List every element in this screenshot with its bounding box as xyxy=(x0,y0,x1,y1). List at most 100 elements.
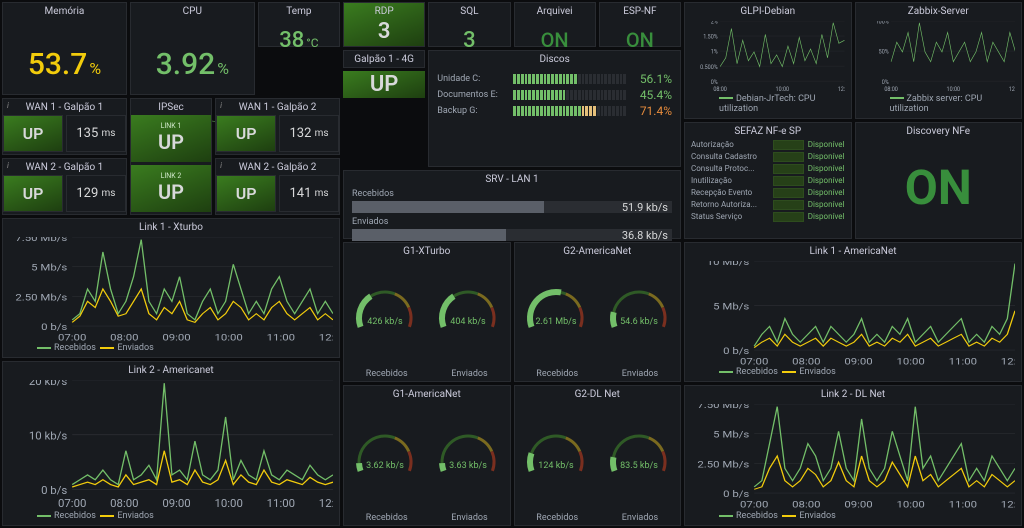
sefaz-row: Status ServiçoDisponível xyxy=(685,211,851,223)
svg-text:10 kb/s: 10 kb/s xyxy=(29,429,68,443)
svg-text:0%: 0% xyxy=(711,80,718,86)
title-discovery: Discovery NFe xyxy=(856,123,1022,139)
panel-g2dl[interactable]: G2-DL Net 124 kb/s83.5 kb/s RecebidosEnv… xyxy=(514,385,682,526)
title-discos: Discos xyxy=(429,51,680,67)
link1x-chart: 7.50 Mb/s5 Mb/s2.50 Mb/s0 b/s07:0008:000… xyxy=(7,237,333,342)
title-link2a: Link 2 - Americanet xyxy=(3,362,339,378)
svg-text:10 Mb/s: 10 Mb/s xyxy=(707,261,750,268)
svg-text:07:00: 07:00 xyxy=(58,496,86,509)
panel-memoria[interactable]: Memória 53.7% xyxy=(2,2,127,95)
title-wan2g2: WAN 2 - Galpão 2 xyxy=(216,159,339,175)
svg-text:5 Mb/s: 5 Mb/s xyxy=(713,300,749,312)
panel-wan1g2[interactable]: i WAN 1 - Galpão 2 UP 132 ms xyxy=(215,98,340,155)
svg-text:08:00: 08:00 xyxy=(110,496,138,509)
panel-discos[interactable]: Discos Unidade C:56.1%Documentos E:45.4%… xyxy=(428,50,681,167)
link2a-chart: 20 kb/s10 kb/s0 b/s07:0008:0009:0010:001… xyxy=(7,380,333,509)
wan1g1-ms: 135 ms xyxy=(66,115,126,152)
info-icon: i xyxy=(220,161,222,170)
rdp-value: 3 xyxy=(344,19,424,44)
svg-text:07:00: 07:00 xyxy=(740,355,769,365)
svg-text:2.61 Mb/s: 2.61 Mb/s xyxy=(535,317,576,327)
glpi-chart: 2%1.50%1%0.500%0%08:0010:0012:00 xyxy=(689,21,845,92)
svg-text:09:00: 09:00 xyxy=(844,355,873,365)
wan-col-1: i WAN 1 - Galpão 1 UP 135 ms i WAN 2 - G… xyxy=(2,98,127,215)
svg-text:7.50 Mb/s: 7.50 Mb/s xyxy=(15,237,67,244)
svg-text:54.6 kb/s: 54.6 kb/s xyxy=(620,317,658,327)
panel-espnf[interactable]: ESP-NF ON xyxy=(599,2,681,47)
sefaz-row: InutilizaçãoDisponível xyxy=(685,175,851,187)
panel-wan1g1[interactable]: i WAN 1 - Galpão 1 UP 135 ms xyxy=(2,98,127,155)
sefaz-row: Consulta CadastroDisponível xyxy=(685,151,851,163)
title-srv: SRV - LAN 1 xyxy=(344,171,680,187)
svg-text:08:00: 08:00 xyxy=(792,355,821,365)
panel-zabbix[interactable]: Zabbix-Server 100%50%0%08:0010:0012:00 Z… xyxy=(855,2,1023,119)
title-galpao4g: Galpão 1 - 4G xyxy=(343,50,425,68)
svg-text:08:00: 08:00 xyxy=(110,331,139,341)
title-wan2g1: WAN 2 - Galpão 1 xyxy=(3,159,126,175)
panel-link2a[interactable]: Link 2 - Americanet 20 kb/s10 kb/s0 b/s0… xyxy=(2,361,340,526)
panel-link1x[interactable]: Link 1 - Xturbo 7.50 Mb/s5 Mb/s2.50 Mb/s… xyxy=(2,218,340,359)
title-ipsec: IPSec xyxy=(131,99,211,115)
panel-sefaz[interactable]: SEFAZ NF-e SP AutorizaçãoDisponívelConsu… xyxy=(684,122,852,239)
wan1g2-ms: 132 ms xyxy=(279,115,339,152)
srv-send-val: 36.8 kb/s xyxy=(622,229,668,242)
title-sefaz: SEFAZ NF-e SP xyxy=(685,123,851,139)
panel-g2a[interactable]: G2-AmericaNet 2.61 Mb/s54.6 kb/s Recebid… xyxy=(514,242,682,383)
memoria-value: 53.7 xyxy=(28,47,88,82)
panel-cpu[interactable]: CPU 3.92% xyxy=(130,2,255,95)
discovery-value: ON xyxy=(856,139,1022,236)
cpu-value: 3.92 xyxy=(156,47,216,82)
svg-text:100%: 100% xyxy=(875,21,888,26)
panel-wan2g2[interactable]: i WAN 2 - Galpão 2 UP 141 ms xyxy=(215,158,340,215)
svg-text:1.50%: 1.50% xyxy=(703,34,718,40)
wan2g2-ms: 141 ms xyxy=(279,175,339,212)
wan1g2-status: UP xyxy=(216,115,276,152)
svg-text:10:00: 10:00 xyxy=(214,331,243,341)
svg-text:12:00: 12:00 xyxy=(1001,355,1015,365)
sefaz-row: Recepção EventoDisponível xyxy=(685,187,851,199)
panel-link1am[interactable]: Link 1 - AmericaNet 10 Mb/s5 Mb/s0 b/s07… xyxy=(684,242,1022,383)
svg-text:09:00: 09:00 xyxy=(162,496,190,509)
svg-text:11:00: 11:00 xyxy=(949,355,978,365)
sefaz-row: Retorno Autoriza...Disponível xyxy=(685,199,851,211)
svg-text:08:00: 08:00 xyxy=(792,499,821,509)
zabbix-chart: 100%50%0%08:0010:0012:00 xyxy=(860,21,1016,92)
svg-text:10:00: 10:00 xyxy=(896,355,925,365)
title-wan1g2: WAN 1 - Galpão 2 xyxy=(216,99,339,115)
panel-discovery[interactable]: Discovery NFe ON xyxy=(855,122,1023,239)
arquivei-value: ON xyxy=(541,28,569,52)
link2dl-chart: 7.50 Mb/s5 Mb/s2.50 Mb/s0 b/s07:0008:000… xyxy=(689,404,1015,509)
ipsec-link2: LINK 2 UP xyxy=(131,165,211,212)
panel-g1x[interactable]: G1-XTurbo 426 kb/s404 kb/s RecebidosEnvi… xyxy=(343,242,511,383)
title-rdp: RDP xyxy=(344,3,424,19)
svg-text:0.500%: 0.500% xyxy=(700,65,718,71)
panel-g1a[interactable]: G1-AmericaNet 3.62 kb/s3.63 kb/s Recebid… xyxy=(343,385,511,526)
disk-row: Documentos E:45.4% xyxy=(429,87,680,103)
info-icon: i xyxy=(220,101,222,110)
galpao4g-value[interactable]: UP xyxy=(343,71,425,98)
svg-text:2.50 Mb/s: 2.50 Mb/s xyxy=(15,291,67,303)
panel-ipsec[interactable]: IPSec LINK 1 UP LINK 2 UP xyxy=(130,98,212,215)
svg-text:09:00: 09:00 xyxy=(844,499,873,509)
title-zabbix: Zabbix-Server xyxy=(856,3,1022,19)
srv-recv-val: 51.9 kb/s xyxy=(622,201,668,214)
title-espnf: ESP-NF xyxy=(600,3,680,19)
panel-glpi[interactable]: GLPI-Debian 2%1.50%1%0.500%0%08:0010:001… xyxy=(684,2,852,119)
panel-wan2g1[interactable]: i WAN 2 - Galpão 1 UP 129 ms xyxy=(2,158,127,215)
svg-text:07:00: 07:00 xyxy=(58,331,87,341)
svg-text:07:00: 07:00 xyxy=(740,499,769,509)
panel-arquivei[interactable]: Arquivei ON xyxy=(514,2,596,47)
title-wan1g1: WAN 1 - Galpão 1 xyxy=(3,99,126,115)
srv-recv-label: Recebidos xyxy=(352,189,672,199)
disk-row: Backup G:71.4% xyxy=(429,103,680,119)
temp-unit: °C xyxy=(306,36,318,50)
panel-srv[interactable]: SRV - LAN 1 Recebidos 51.9 kb/s Enviados… xyxy=(343,170,681,239)
panel-rdp[interactable]: RDP 3 xyxy=(343,2,425,47)
svg-text:404 kb/s: 404 kb/s xyxy=(450,317,486,327)
title-arquivei: Arquivei xyxy=(515,3,595,19)
panel-sql[interactable]: SQL 3 xyxy=(428,2,510,47)
svg-text:50%: 50% xyxy=(878,49,888,55)
svg-text:0%: 0% xyxy=(881,80,888,86)
panel-link2dl[interactable]: Link 2 - DL Net 7.50 Mb/s5 Mb/s2.50 Mb/s… xyxy=(684,385,1022,526)
panel-temp[interactable]: Temp 38°C xyxy=(258,2,340,47)
